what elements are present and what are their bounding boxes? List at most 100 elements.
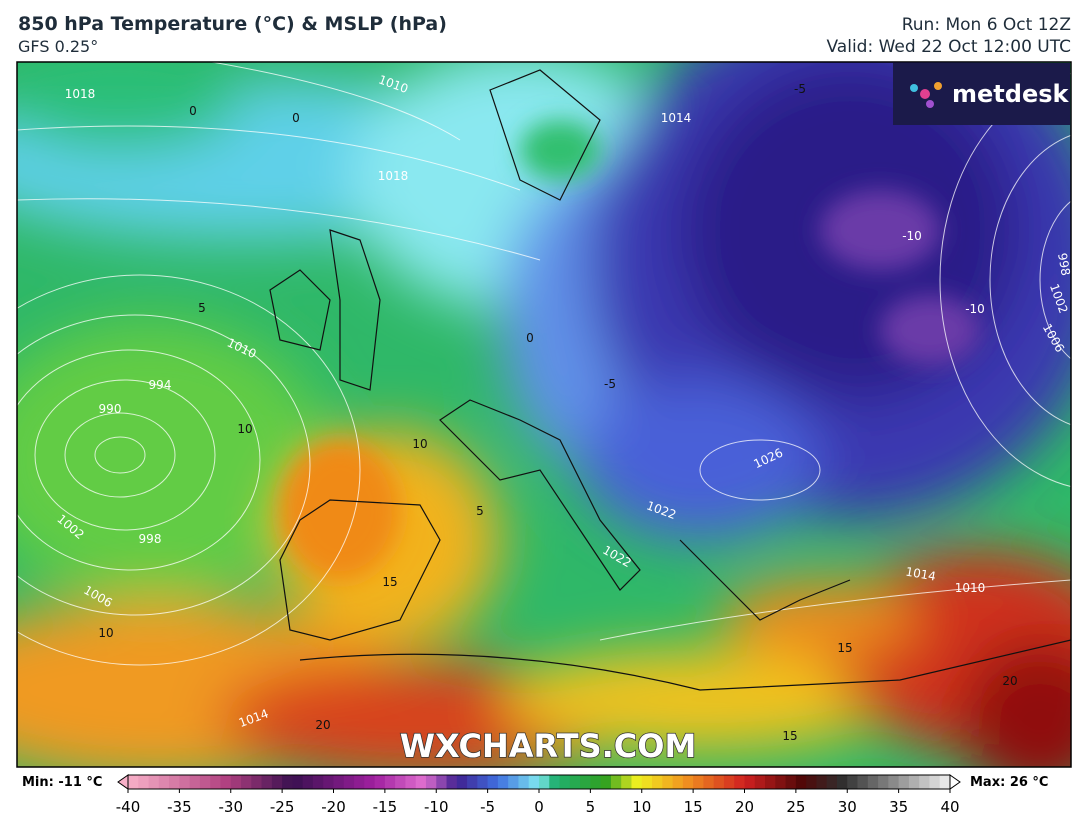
colorbar-step [641,775,653,789]
colorbar-step [497,775,509,789]
colorbar-step [230,775,242,789]
colorbar-step [795,775,807,789]
colorbar-step [333,775,345,789]
run-time: Run: Mon 6 Oct 12Z [901,15,1071,35]
colorbar-step [312,775,324,789]
colorbar-step [898,775,910,789]
colorbar-step [919,775,930,789]
colorbar-step [374,775,386,789]
colorbar-step [477,775,489,789]
colorbar-step [148,775,160,789]
colorbar-tick-label: 15 [684,798,703,816]
contour-label: 1018 [65,87,96,101]
contour-label: -10 [902,229,922,243]
colorbar-step [169,775,180,789]
colorbar-step [364,775,376,789]
colorbar-step [528,775,540,789]
colorbar-tick-label: -35 [167,798,192,816]
contour-label: 10 [412,437,427,451]
contour-label: 998 [139,532,162,546]
colorbar-step [179,775,191,789]
contour-label: 1018 [378,169,409,183]
temperature-field: WXCHARTS.COM [17,62,1071,767]
colorbar-step [436,775,448,789]
colorbar-step [189,775,201,789]
colorbar-step [405,775,417,789]
colorbar-tick-label: 35 [889,798,908,816]
colorbar-step [590,775,602,789]
colorbar-step [857,775,869,789]
logo-box: metdesk [893,63,1070,125]
colorbar-step [446,775,458,789]
colorbar-step [723,775,735,789]
contour-label: -5 [604,377,616,391]
contour-label: 990 [99,402,122,416]
colorbar-step [354,775,365,789]
colorbar-step [744,775,756,789]
colorbar-tick-label: -10 [424,798,449,816]
valid-time: Valid: Wed 22 Oct 12:00 UTC [826,37,1072,57]
colorbar-step [929,775,941,789]
contour-label: 15 [782,729,797,743]
colorbar-step [775,775,787,789]
colorbar-step [302,775,314,789]
contour-label: 15 [382,575,397,589]
colorbar-step [539,775,550,789]
contour-label: 994 [149,378,172,392]
colorbar-step [785,775,797,789]
contour-label: -10 [965,302,985,316]
colorbar-step [251,775,263,789]
colorbar: -40 -35 -30 -25 -20 -15 -10 -5 0 5 10 15 20 25 30 35 40 [116,774,961,816]
colorbar-step [765,775,776,789]
colorbar-step [908,775,920,789]
colorbar-step [210,775,221,789]
colorbar-step [878,775,889,789]
colorbar-step [343,775,355,789]
colorbar-step [631,775,643,789]
colorbar-tick-label: -40 [116,798,141,816]
colorbar-tick-label: 30 [838,798,857,816]
colorbar-step [693,775,704,789]
colorbar-tick-label: -30 [219,798,244,816]
contour-label: 1010 [955,581,986,595]
colorbar-step [559,775,571,789]
colorbar-step [425,775,437,789]
contour-label: 998 [1055,252,1073,277]
model-name: GFS 0.25° [18,37,99,56]
min-label: Min: -11 °C [22,775,102,790]
colorbar-step [888,775,900,789]
colorbar-step [518,775,530,789]
colorbar-step [826,775,838,789]
colorbar-step [199,775,211,789]
contour-label: 5 [198,301,206,315]
contour-label: 0 [526,331,534,345]
colorbar-step [415,775,427,789]
colorbar-tick-label: -15 [373,798,398,816]
colorbar-step [836,775,848,789]
coastlines [269,69,1071,691]
colorbar-step [580,775,591,789]
contour-label: 1014 [904,565,937,584]
contour-label: -5 [794,82,806,96]
colorbar-tick-label: 10 [632,798,651,816]
colorbar-tick-label: -25 [270,798,295,816]
contour-label: 20 [1002,674,1017,688]
colorbar-step [662,775,674,789]
colorbar-step [261,775,273,789]
colorbar-step [241,775,252,789]
colorbar-tick-label: 20 [735,798,754,816]
contour-label: 10 [237,422,252,436]
colorbar-step [816,775,828,789]
colorbar-tick-label: 0 [534,798,544,816]
colorbar-step [703,775,715,789]
colorbar-high-arrow [949,774,961,790]
colorbar-tick-label: -20 [321,798,346,816]
colorbar-low-arrow [117,774,129,790]
colorbar-step [138,775,150,789]
logo: metdesk [952,80,1070,108]
colorbar-step [456,775,468,789]
colorbar-step [128,775,139,789]
map-frame [16,61,1072,768]
